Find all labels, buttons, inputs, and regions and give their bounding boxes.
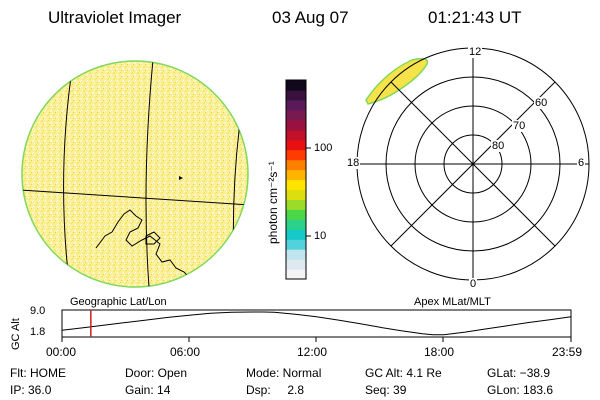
colorbar-stripe (286, 189, 306, 200)
longitude-line (145, 61, 156, 287)
colorbar-stripe (286, 229, 306, 240)
altitude-xtick-1800: 18:00 (424, 345, 455, 359)
colorbar-axis-label: photon cm⁻²s⁻¹ (266, 161, 280, 244)
colorbar-stripe (286, 239, 306, 250)
mlt-label-12: 12 (468, 46, 483, 58)
colorbar-stripe (286, 99, 306, 111)
status-gc-altitude: GC Alt: 4.1 Re (365, 366, 442, 380)
colorbar-stripe (286, 199, 306, 210)
mlat-mlt-polar-plot (356, 47, 590, 281)
apex-panel-label: Apex MLat/MLT (414, 296, 491, 308)
colorbar-stripe (286, 119, 306, 131)
altitude-xtick-0000: 00:00 (46, 345, 77, 359)
colorbar-stripe (286, 259, 306, 270)
mlat-label-60: 60 (534, 97, 549, 109)
earth-disk (21, 60, 249, 288)
colorbar-stripe (286, 179, 306, 191)
altitude-plot-frame (61, 309, 572, 338)
status-gain: Gain: 14 (125, 383, 171, 397)
altitude-xtick-0600: 06:00 (170, 345, 201, 359)
altitude-ylabel: GC Alt (10, 318, 22, 350)
status-door: Door: Open (125, 366, 188, 380)
altitude-ytick-9: 9.0 (30, 305, 46, 317)
status-ip: IP: 36.0 (10, 383, 52, 397)
mlat-label-70: 70 (512, 120, 527, 132)
colorbar-stripe (286, 109, 306, 121)
colorbar-stripe (286, 139, 306, 151)
colorbar-stripe (286, 149, 306, 161)
status-flight: Flt: HOME (10, 366, 66, 380)
colorbar-stripe (286, 249, 306, 260)
colorbar-stripe (286, 89, 306, 101)
coastline (95, 209, 197, 285)
colorbar-stripe (286, 129, 306, 141)
colorbar (285, 79, 311, 280)
altitude-series-line (61, 311, 572, 336)
mlat-label-80: 80 (491, 140, 506, 152)
colorbar-stripe (286, 169, 306, 181)
altitude-ytick-1-8: 1.8 (30, 326, 46, 338)
geographic-panel-label: Geographic Lat/Lon (70, 296, 167, 308)
time-label: 01:21:43 UT (428, 8, 522, 27)
colorbar-stripe (286, 159, 306, 171)
coastline (197, 271, 205, 285)
status-glat: GLat: −38.9 (487, 366, 551, 380)
geographic-disk (21, 60, 249, 288)
coastline (145, 231, 161, 245)
colorbar-stripe (286, 209, 306, 220)
colorbar-stripe (286, 219, 306, 230)
auroral-emission-patch (365, 57, 429, 105)
altitude-xtick-2359: 23:59 (552, 345, 583, 359)
colorbar-tick-label-100: 100 (314, 142, 333, 154)
colorbar-gradient (286, 80, 306, 280)
colorbar-tick-label-10: 10 (314, 230, 327, 242)
date-label: 03 Aug 07 (272, 8, 349, 27)
mlt-label-6: 6 (577, 157, 586, 169)
mlt-label-0: 0 (469, 278, 478, 290)
status-dsp: Dsp: 2.8 (246, 383, 305, 397)
mlt-label-18: 18 (346, 157, 361, 169)
altitude-xtick-1200: 12:00 (297, 345, 328, 359)
colorbar-stripe (286, 269, 306, 280)
status-mode: Mode: Normal (246, 366, 322, 380)
colorbar-frame (285, 79, 307, 280)
instrument-title: Ultraviolet Imager (48, 8, 182, 27)
colorbar-stripe (286, 80, 306, 91)
subsatellite-marker (179, 176, 183, 180)
altitude-plot (61, 309, 572, 342)
latitude-line (22, 189, 248, 206)
mlt-meridian-diag (390, 81, 556, 247)
status-seq: Seq: 39 (365, 383, 407, 397)
status-glon: GLon: 183.6 (487, 383, 554, 397)
